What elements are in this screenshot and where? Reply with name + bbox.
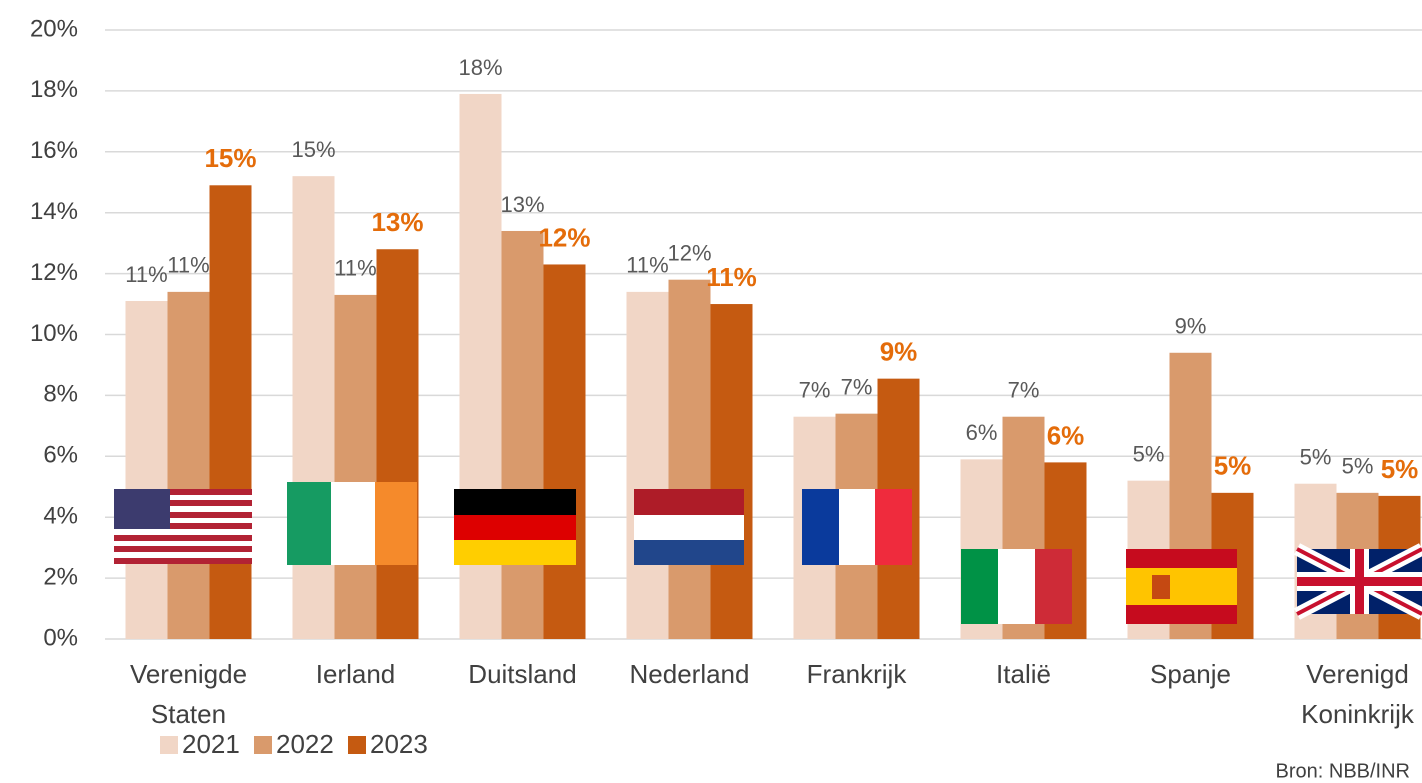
x-tick-label: Spanje xyxy=(1150,659,1231,689)
data-label: 9% xyxy=(880,337,918,367)
legend-label: 2023 xyxy=(370,729,428,759)
flag-ie xyxy=(287,482,417,565)
legend-label: 2022 xyxy=(276,729,334,759)
data-label: 5% xyxy=(1133,441,1165,466)
data-label: 9% xyxy=(1175,314,1207,339)
flag-fr xyxy=(802,489,912,565)
x-tick-label: Verenigd Koninkrijk xyxy=(1301,659,1415,729)
data-label: 11% xyxy=(167,253,209,278)
bar xyxy=(501,230,544,639)
bar xyxy=(125,301,168,639)
bar xyxy=(710,304,753,639)
y-tick-label: 10% xyxy=(30,320,78,347)
data-label: 5% xyxy=(1381,454,1419,484)
flag-nl xyxy=(634,489,744,565)
y-tick-label: 20% xyxy=(30,15,78,42)
flag-de xyxy=(454,489,576,565)
data-label: 5% xyxy=(1300,445,1332,470)
y-tick-label: 0% xyxy=(43,624,78,651)
x-tick-label: Frankrijk xyxy=(807,659,908,689)
data-label: 12% xyxy=(538,222,590,252)
x-tick-label: Nederland xyxy=(630,659,750,689)
bar xyxy=(626,291,669,639)
y-tick-label: 4% xyxy=(43,503,78,530)
data-label: 11% xyxy=(626,253,668,278)
bar xyxy=(376,249,419,640)
data-label: 13% xyxy=(500,192,544,217)
data-label: 11% xyxy=(125,262,167,287)
data-label: 7% xyxy=(1008,378,1040,403)
y-tick-label: 2% xyxy=(43,563,78,590)
y-tick-label: 8% xyxy=(43,381,78,408)
flags xyxy=(114,482,1422,624)
bar xyxy=(543,264,586,639)
y-tick-label: 6% xyxy=(43,442,78,469)
flag-it xyxy=(961,549,1072,624)
bar xyxy=(209,185,252,640)
data-label: 6% xyxy=(1047,420,1085,450)
bar xyxy=(668,279,711,639)
y-tick-label: 12% xyxy=(30,259,78,286)
x-tick-label: Verenigde Staten xyxy=(130,659,247,729)
data-label: 15% xyxy=(204,143,256,173)
data-label: 7% xyxy=(841,374,873,399)
flag-us xyxy=(114,489,252,564)
bar xyxy=(334,294,377,639)
data-label: 11% xyxy=(334,256,376,281)
x-tick-label: Ierland xyxy=(316,659,396,689)
data-label: 18% xyxy=(458,55,502,80)
y-tick-label: 16% xyxy=(30,137,78,164)
data-label: 5% xyxy=(1214,451,1252,481)
data-label: 7% xyxy=(799,378,831,403)
data-label: 5% xyxy=(1342,454,1374,479)
y-tick-label: 18% xyxy=(30,76,78,103)
data-label: 6% xyxy=(966,420,998,445)
legend-swatch xyxy=(348,736,366,754)
source: Bron: NBB/INR xyxy=(1276,760,1410,782)
data-label: 13% xyxy=(371,207,423,237)
flag-es xyxy=(1126,549,1237,624)
x-tick-label: Italië xyxy=(996,659,1051,689)
bar xyxy=(167,291,210,639)
x-tick-label: Duitsland xyxy=(468,659,576,689)
flag-uk xyxy=(1294,543,1422,620)
data-label: 11% xyxy=(706,262,757,292)
legend-swatch xyxy=(160,736,178,754)
legend-label: 2021 xyxy=(182,729,240,759)
y-tick-label: 14% xyxy=(30,198,78,225)
bar xyxy=(292,176,335,639)
data-label: 15% xyxy=(291,137,335,162)
data-label: 12% xyxy=(667,241,711,266)
legend-swatch xyxy=(254,736,272,754)
